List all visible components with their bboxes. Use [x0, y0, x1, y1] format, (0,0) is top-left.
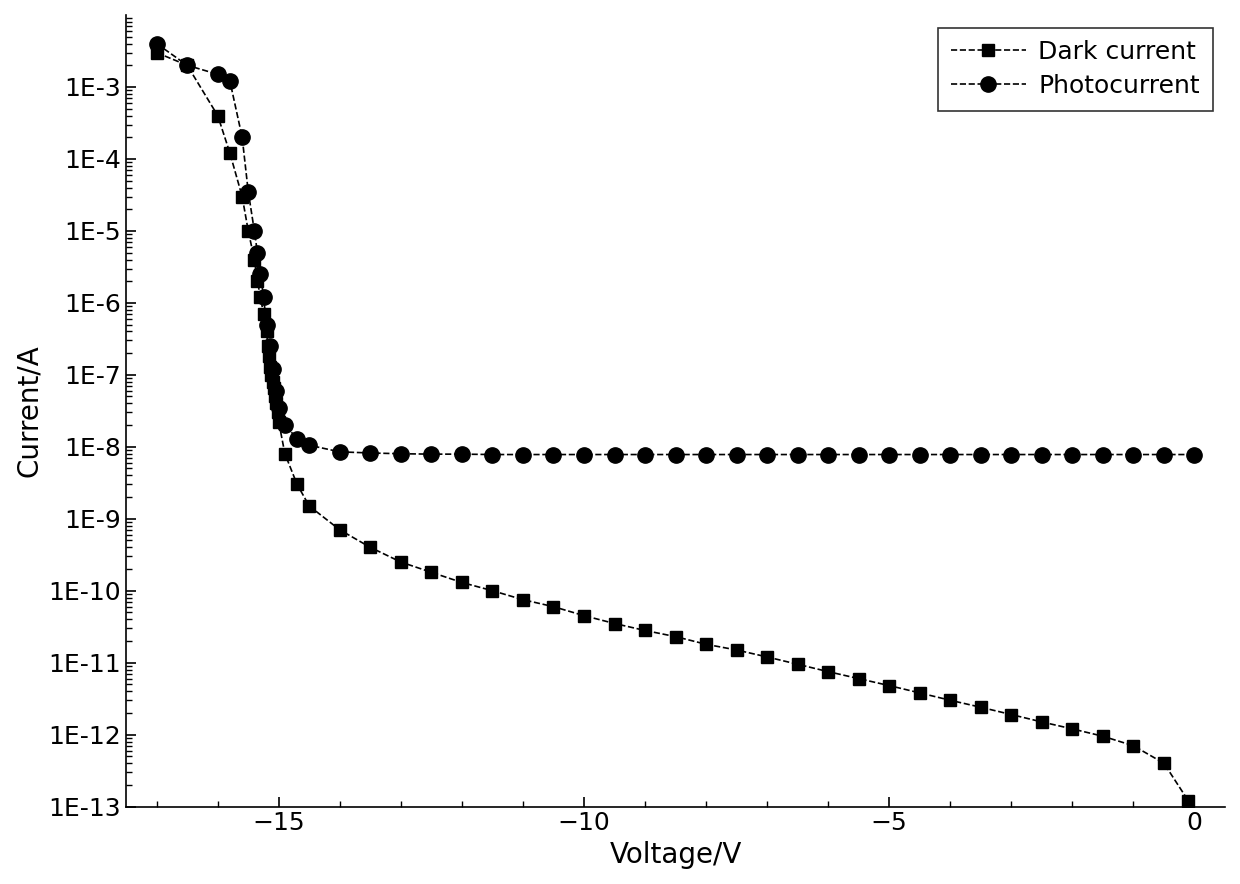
- Photocurrent: [301, 440, 316, 451]
- Photocurrent: [760, 449, 775, 460]
- Photocurrent: [1187, 449, 1202, 460]
- Photocurrent: [290, 433, 305, 444]
- Dark current: [264, 370, 279, 380]
- Photocurrent: [637, 449, 652, 460]
- Line: Photocurrent: Photocurrent: [149, 36, 1202, 462]
- Dark current: [516, 594, 531, 605]
- Photocurrent: [1095, 449, 1110, 460]
- Dark current: [1004, 709, 1019, 720]
- Photocurrent: [821, 449, 836, 460]
- Photocurrent: [363, 447, 378, 458]
- Photocurrent: [247, 225, 262, 236]
- Photocurrent: [424, 449, 439, 460]
- Photocurrent: [608, 449, 622, 460]
- Dark current: [546, 601, 560, 612]
- Y-axis label: Current/A: Current/A: [15, 345, 43, 477]
- Photocurrent: [259, 319, 274, 330]
- Photocurrent: [577, 449, 591, 460]
- Photocurrent: [332, 446, 347, 457]
- Dark current: [149, 48, 164, 58]
- Photocurrent: [262, 341, 277, 352]
- Photocurrent: [882, 449, 897, 460]
- Photocurrent: [546, 449, 560, 460]
- Photocurrent: [852, 449, 867, 460]
- Photocurrent: [272, 402, 286, 413]
- Photocurrent: [393, 448, 408, 459]
- Line: Dark current: Dark current: [151, 47, 1194, 806]
- Photocurrent: [268, 385, 283, 396]
- Photocurrent: [278, 420, 293, 431]
- Photocurrent: [257, 292, 272, 302]
- Dark current: [821, 667, 836, 677]
- Photocurrent: [1034, 449, 1049, 460]
- Photocurrent: [668, 449, 683, 460]
- Photocurrent: [265, 364, 280, 375]
- Photocurrent: [149, 38, 164, 49]
- Photocurrent: [1126, 449, 1141, 460]
- Legend: Dark current, Photocurrent: Dark current, Photocurrent: [939, 27, 1213, 110]
- Photocurrent: [455, 449, 470, 460]
- Photocurrent: [942, 449, 957, 460]
- Photocurrent: [973, 449, 988, 460]
- Photocurrent: [1004, 449, 1019, 460]
- Photocurrent: [241, 187, 255, 197]
- Photocurrent: [211, 69, 226, 80]
- Photocurrent: [222, 76, 237, 87]
- Photocurrent: [180, 60, 195, 71]
- Photocurrent: [790, 449, 805, 460]
- Dark current: [1180, 796, 1195, 806]
- Photocurrent: [1157, 449, 1172, 460]
- Photocurrent: [485, 449, 500, 460]
- Photocurrent: [913, 449, 928, 460]
- Photocurrent: [1065, 449, 1080, 460]
- Photocurrent: [234, 132, 249, 142]
- Photocurrent: [516, 449, 531, 460]
- Dark current: [608, 618, 622, 629]
- Photocurrent: [250, 248, 265, 258]
- X-axis label: Voltage/V: Voltage/V: [609, 841, 742, 869]
- Photocurrent: [253, 269, 268, 279]
- Photocurrent: [698, 449, 713, 460]
- Photocurrent: [729, 449, 744, 460]
